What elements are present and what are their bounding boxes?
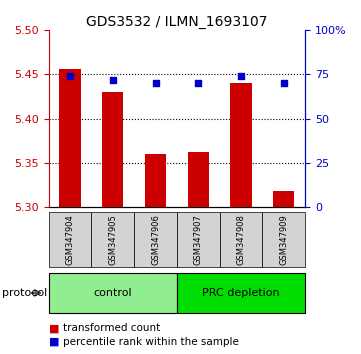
Bar (188, 152, 209, 207)
Text: ■: ■ (49, 337, 59, 347)
Text: GSM347909: GSM347909 (279, 215, 288, 265)
Text: GSM347904: GSM347904 (66, 215, 75, 265)
Bar (145, 154, 166, 207)
Bar (60, 69, 81, 207)
Bar (230, 83, 252, 207)
Text: PRC depletion: PRC depletion (202, 288, 280, 298)
Point (153, 80, 158, 86)
Text: control: control (93, 288, 132, 298)
Point (238, 73, 244, 79)
Title: GDS3532 / ILMN_1693107: GDS3532 / ILMN_1693107 (86, 15, 268, 29)
Point (110, 77, 116, 82)
Bar (102, 92, 123, 207)
Text: GSM347905: GSM347905 (108, 215, 117, 265)
Text: GSM347906: GSM347906 (151, 215, 160, 265)
Point (195, 80, 201, 86)
Point (67, 73, 73, 79)
Text: ■: ■ (49, 323, 59, 333)
Text: protocol: protocol (2, 288, 47, 298)
Text: GSM347907: GSM347907 (194, 215, 203, 265)
Bar (273, 191, 294, 207)
Text: transformed count: transformed count (63, 323, 160, 333)
Text: GSM347908: GSM347908 (236, 215, 245, 265)
Point (281, 80, 287, 86)
Text: percentile rank within the sample: percentile rank within the sample (63, 337, 239, 347)
